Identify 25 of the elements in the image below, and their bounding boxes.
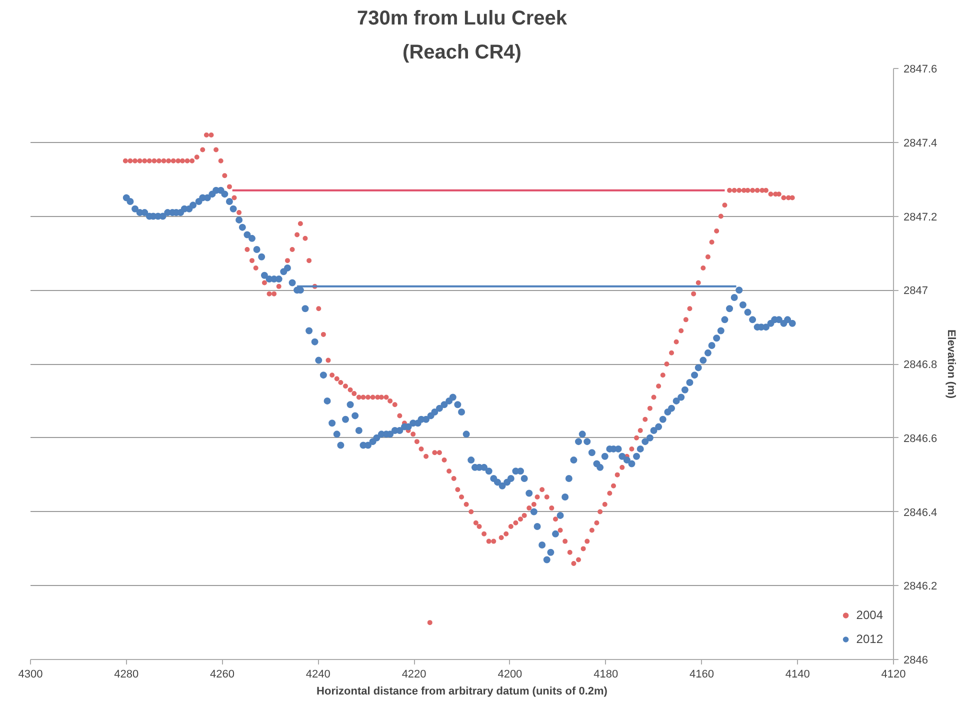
x-tick-label: 4300 [18,668,43,680]
legend-label: 2012 [856,632,883,646]
x-tick-label: 4280 [114,668,139,680]
y-axis-title: Elevation (m) [945,329,958,399]
legend-label: 2004 [856,608,883,622]
y-tick-label: 2846.8 [904,359,938,371]
y-tick-label: 2846.2 [904,580,938,593]
x-tick-label: 4260 [210,668,235,680]
x-tick-label: 4160 [689,668,714,680]
x-tick-label: 4120 [881,668,906,680]
y-tick-label: 2847 [904,285,928,298]
x-tick-label: 4180 [594,668,618,680]
chart-subtitle: (Reach CR4) [402,42,522,64]
y-tick-label: 2846.4 [904,506,938,519]
y-tick-label: 2846.6 [904,432,938,445]
y-tick-label: 2847.2 [904,211,938,224]
y-tick-label: 2846 [904,654,928,666]
x-axis-title: Horizontal distance from arbitrary datum (units of 0.2m) [316,686,608,698]
y-tick-label: 2847.4 [904,137,938,150]
chart-title: 730m from Lulu Creek [356,8,568,30]
x-tick-label: 4240 [306,668,330,680]
x-tick-label: 4140 [785,668,810,680]
x-tick-label: 4220 [402,668,426,680]
y-tick-label: 2847.6 [904,64,938,76]
x-tick-label: 4200 [498,668,522,680]
